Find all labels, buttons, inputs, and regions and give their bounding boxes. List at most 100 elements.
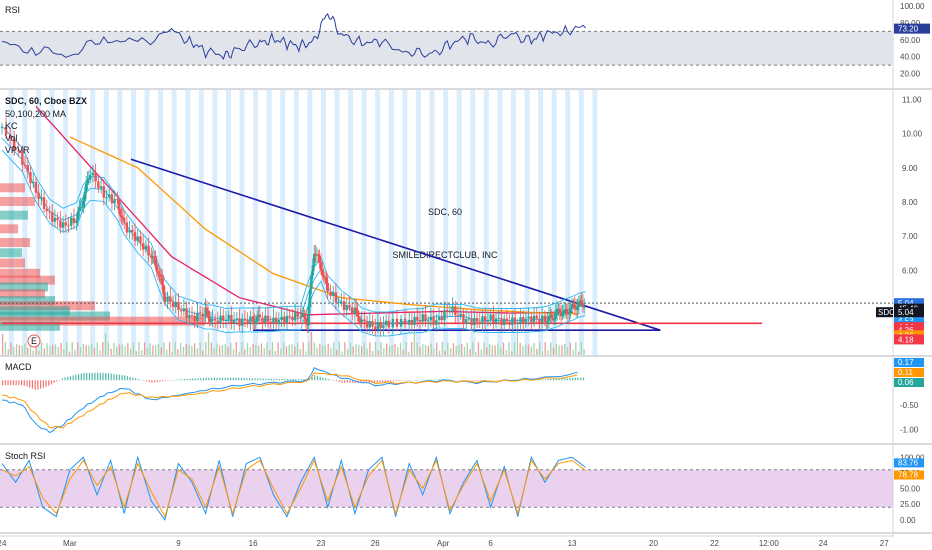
volume-bar bbox=[238, 351, 240, 355]
candle bbox=[574, 308, 578, 311]
macd-histogram-bar bbox=[268, 378, 270, 381]
macd-histogram-bar bbox=[31, 380, 34, 389]
candle bbox=[150, 255, 153, 258]
volume-bar bbox=[277, 342, 279, 355]
rsi-title: RSI bbox=[5, 5, 20, 15]
candle bbox=[128, 229, 131, 233]
macd-histogram-bar bbox=[205, 377, 207, 381]
candle bbox=[527, 316, 530, 319]
candle bbox=[230, 315, 233, 324]
volume-bar bbox=[230, 342, 232, 355]
volume-bar bbox=[377, 350, 379, 355]
session-highlight bbox=[103, 90, 109, 355]
price-tick-label: 9.00 bbox=[902, 164, 918, 173]
volume-bar bbox=[271, 342, 274, 355]
volume-bar bbox=[363, 343, 366, 355]
candle bbox=[432, 316, 435, 325]
macd-histogram-bar bbox=[118, 374, 120, 381]
volume-bar bbox=[525, 344, 527, 355]
volume-bar bbox=[221, 344, 224, 355]
candle bbox=[483, 316, 487, 322]
volume-bar bbox=[4, 342, 7, 355]
volume-bar bbox=[71, 342, 73, 355]
volume-bar bbox=[330, 347, 332, 355]
volume-bar bbox=[127, 343, 129, 355]
volume-bar bbox=[43, 348, 46, 355]
candle bbox=[345, 305, 348, 310]
volume-bar bbox=[10, 342, 12, 355]
macd-histogram-bar bbox=[178, 379, 180, 381]
candle bbox=[486, 320, 490, 322]
candle bbox=[13, 138, 16, 151]
candle bbox=[421, 314, 424, 322]
macd-histogram-bar bbox=[116, 374, 118, 381]
volume-bar bbox=[302, 342, 304, 355]
session-highlight bbox=[524, 90, 530, 355]
macd-histogram-bar bbox=[300, 379, 302, 381]
macd-histogram-bar bbox=[34, 380, 36, 390]
macd-histogram-bar bbox=[61, 378, 63, 381]
volume-bar bbox=[99, 350, 101, 355]
candle bbox=[208, 317, 211, 322]
candle bbox=[185, 308, 188, 318]
volume-bar bbox=[294, 346, 296, 355]
volume-bar bbox=[352, 346, 354, 355]
candle bbox=[87, 179, 91, 181]
time-tick-label: 26 bbox=[371, 539, 380, 548]
macd-histogram-bar bbox=[411, 380, 414, 381]
volume-bar bbox=[88, 345, 90, 355]
macd-histogram-bar bbox=[401, 380, 403, 381]
candle bbox=[72, 217, 76, 224]
candle bbox=[0, 126, 4, 128]
macd-histogram-bar bbox=[555, 378, 557, 381]
volume-bar bbox=[155, 345, 157, 355]
volume-bar bbox=[135, 351, 137, 355]
volume-bar bbox=[93, 347, 96, 355]
candle bbox=[76, 211, 80, 220]
macd-histogram-bar bbox=[37, 380, 39, 390]
macd-histogram-bar bbox=[295, 379, 297, 381]
watermark: SDC, 60 bbox=[428, 207, 462, 217]
volume-bar bbox=[547, 350, 549, 355]
macd-histogram-bar bbox=[167, 380, 169, 381]
earnings-marker[interactable] bbox=[27, 334, 41, 348]
macd-tick-label: -0.50 bbox=[900, 401, 919, 410]
earnings-marker-label: E bbox=[31, 336, 37, 346]
stoch-tag-value: 78.78 bbox=[898, 471, 919, 480]
candle bbox=[340, 301, 343, 303]
volume-bar bbox=[132, 342, 135, 355]
candle bbox=[193, 315, 196, 321]
candle bbox=[94, 172, 97, 182]
stoch-line bbox=[1, 458, 586, 518]
macd-histogram-bar bbox=[284, 378, 286, 381]
candle bbox=[470, 318, 473, 326]
macd-histogram-bar bbox=[224, 377, 226, 381]
macd-histogram-bar bbox=[230, 377, 232, 381]
macd-histogram-bar bbox=[384, 380, 386, 383]
candle bbox=[201, 313, 205, 317]
macd-histogram-bar bbox=[496, 380, 498, 381]
volume-bar bbox=[57, 346, 59, 355]
candle bbox=[323, 276, 327, 278]
candle bbox=[581, 303, 585, 308]
macd-histogram-bar bbox=[311, 376, 313, 381]
volume-bar bbox=[129, 348, 132, 355]
volume-bar bbox=[419, 346, 421, 355]
volume-bar bbox=[38, 350, 40, 355]
macd-histogram-bar bbox=[430, 379, 433, 381]
candle bbox=[299, 316, 302, 318]
volume-bar bbox=[163, 342, 165, 355]
macd-histogram-bar bbox=[243, 377, 245, 381]
macd-histogram-bar bbox=[498, 380, 500, 381]
candle bbox=[113, 199, 116, 204]
macd-histogram-bar bbox=[221, 377, 224, 381]
volume-bar bbox=[285, 346, 288, 355]
stoch-tag-value: 83.76 bbox=[898, 458, 919, 467]
indicator-label: KC bbox=[5, 121, 18, 131]
candle bbox=[489, 314, 492, 321]
stoch-tick-label: 50.00 bbox=[900, 485, 921, 494]
vpvr-bar bbox=[0, 275, 55, 285]
vpvr-bar bbox=[0, 321, 60, 331]
candle bbox=[334, 292, 338, 303]
